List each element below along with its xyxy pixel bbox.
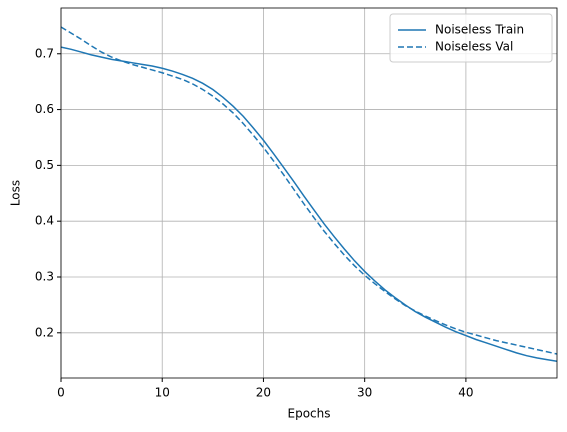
y-tick-label: 0.3 xyxy=(35,269,54,283)
x-axis-label: Epochs xyxy=(288,407,331,421)
y-tick-label: 0.6 xyxy=(35,102,54,116)
legend-label: Noiseless Train xyxy=(435,23,524,37)
y-axis-label: Loss xyxy=(9,180,23,206)
y-tick-label: 0.2 xyxy=(35,325,54,339)
legend-label: Noiseless Val xyxy=(435,40,513,54)
x-tick-label: 0 xyxy=(57,386,65,400)
x-tick-label: 40 xyxy=(458,386,473,400)
line-series xyxy=(61,26,557,355)
x-tick-label: 10 xyxy=(155,386,170,400)
y-tick-label: 0.7 xyxy=(35,46,54,60)
y-tick-label: 0.5 xyxy=(35,158,54,172)
line-series xyxy=(61,46,557,362)
y-tick-label: 0.4 xyxy=(35,214,54,228)
legend-box xyxy=(389,13,553,63)
x-tick-label: 20 xyxy=(256,386,271,400)
plot-frame xyxy=(60,7,558,379)
x-tick-label: 30 xyxy=(357,386,372,400)
